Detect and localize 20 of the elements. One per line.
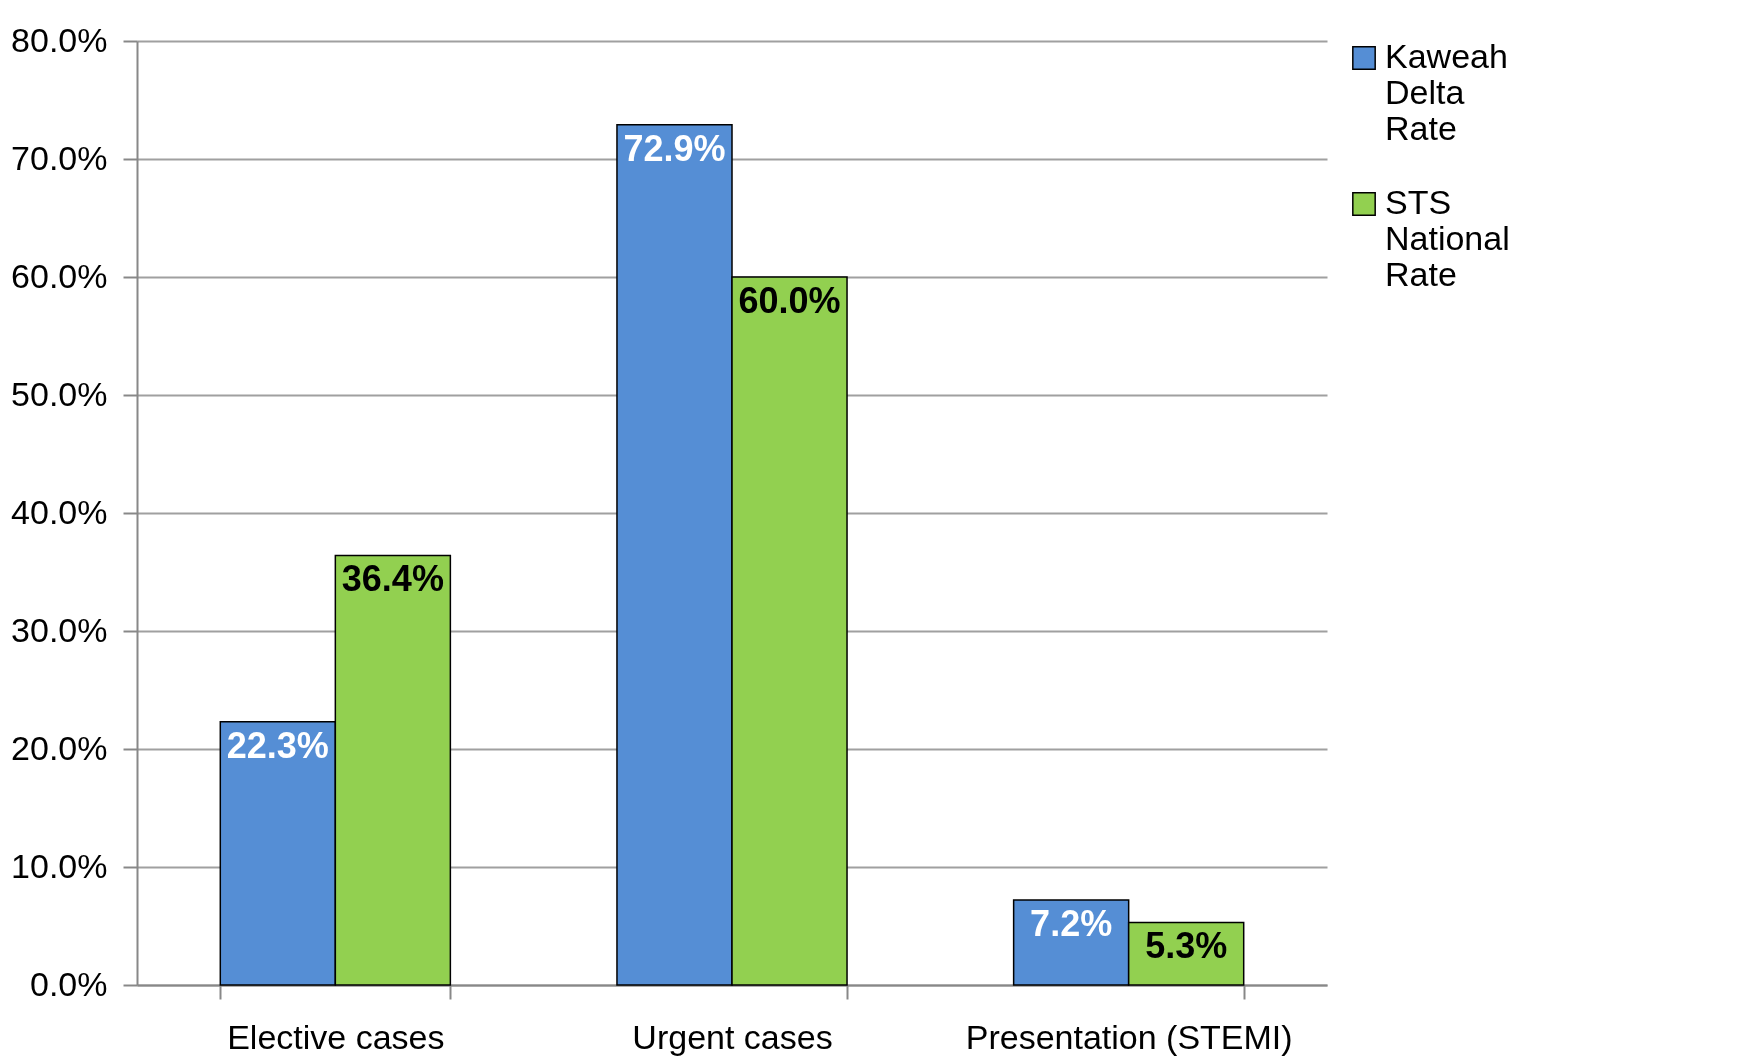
legend-label: Kaweah Delta Rate [1385,37,1508,147]
y-tick-label: 80.0% [11,20,108,59]
legend-label: STS National Rate [1385,183,1510,293]
y-tick-label: 20.0% [11,728,108,767]
data-label: 72.9% [623,127,726,169]
y-tick-label: 40.0% [11,492,108,531]
data-label: 22.3% [226,724,329,766]
data-label: 36.4% [341,558,444,600]
y-tick-label: 70.0% [11,138,108,177]
x-tick-label: Presentation (STEMI) [965,1017,1293,1056]
data-label: 60.0% [738,280,841,321]
y-tick-label: 0.0% [30,964,108,1003]
x-tick-label: Urgent cases [632,1017,833,1056]
y-tick-label: 10.0% [11,846,108,885]
x-tick-label: Elective cases [227,1017,445,1056]
y-tick-label: 60.0% [11,256,108,295]
data-label: 7.2% [1030,903,1113,945]
y-tick-label: 30.0% [11,610,108,649]
y-tick-label: 50.0% [11,374,108,413]
data-label: 5.3% [1145,925,1228,967]
